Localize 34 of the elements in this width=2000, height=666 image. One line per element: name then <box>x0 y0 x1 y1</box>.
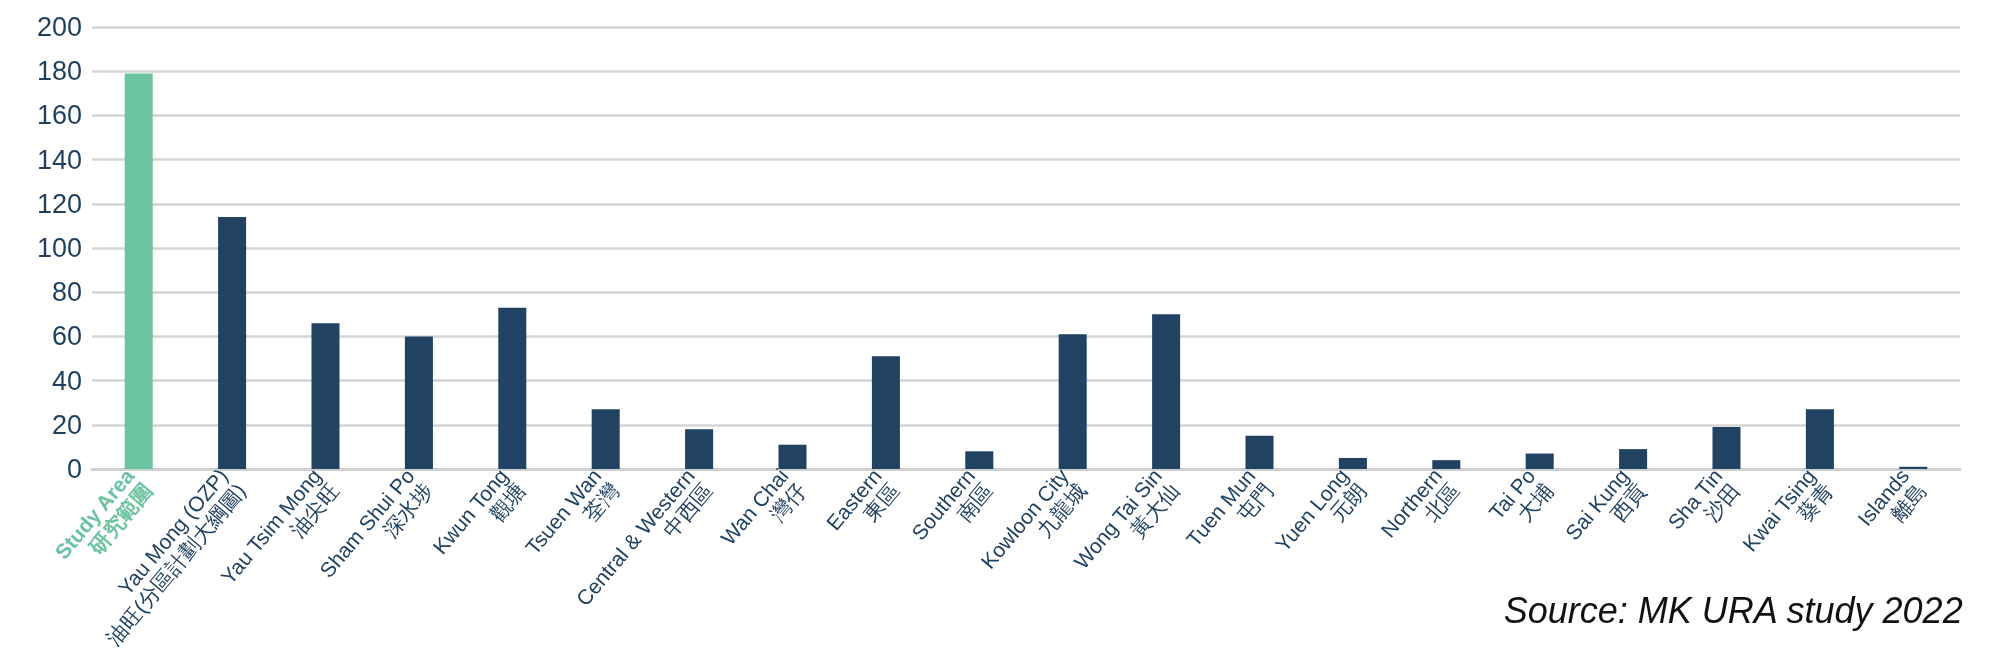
y-tick-label: 20 <box>51 409 82 440</box>
bar <box>311 323 340 469</box>
bar <box>1712 427 1741 469</box>
y-tick-label: 160 <box>36 100 82 131</box>
bar <box>1058 334 1087 469</box>
bar <box>498 307 527 469</box>
bar <box>1152 314 1181 469</box>
bar <box>404 336 433 469</box>
y-tick-label: 200 <box>36 12 82 42</box>
bar <box>685 429 714 469</box>
bar <box>1245 435 1274 469</box>
y-tick-label: 0 <box>66 454 82 484</box>
bar <box>965 451 994 469</box>
bar <box>1432 460 1461 469</box>
bar <box>1805 409 1834 469</box>
y-tick-label: 60 <box>51 321 82 352</box>
bar <box>218 217 247 469</box>
source-note: Source: MK URA study 2022 <box>1503 589 1963 631</box>
bar <box>1338 457 1367 469</box>
y-tick-label: 80 <box>51 277 82 308</box>
bar <box>1899 466 1928 469</box>
x-tick-label: Sha Tin 沙田 <box>1663 464 1745 534</box>
bar <box>871 356 900 469</box>
y-tick-label: 100 <box>36 233 82 263</box>
x-tick-label: Tai Po 大埔 <box>1484 464 1558 526</box>
y-tick-label: 140 <box>36 144 82 175</box>
y-tick-label: 180 <box>36 56 82 87</box>
y-tick-label: 40 <box>51 365 82 396</box>
bar <box>1619 449 1648 469</box>
bar <box>1525 453 1554 469</box>
bar <box>124 73 153 469</box>
bar <box>778 444 807 469</box>
bar <box>591 409 620 469</box>
y-tick-label: 120 <box>36 188 82 219</box>
